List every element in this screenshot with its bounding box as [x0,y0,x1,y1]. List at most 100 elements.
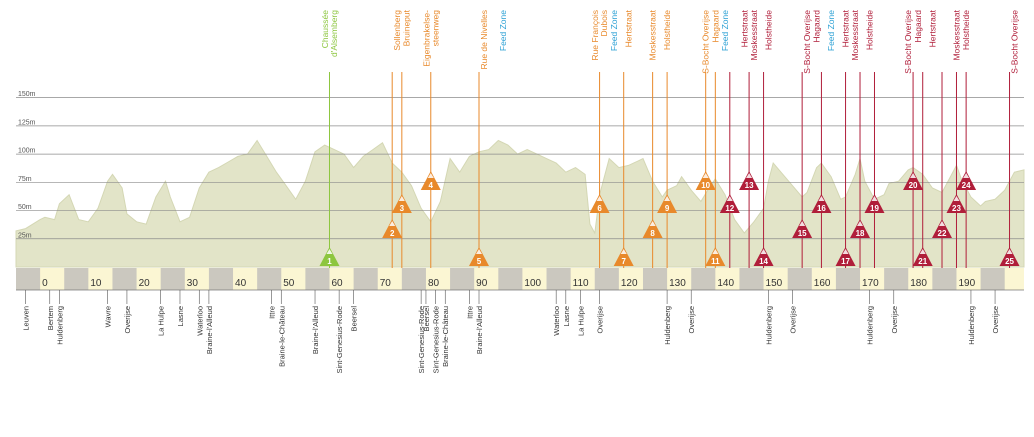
climb-markers: 1234567891011121314151617181920212223242… [319,171,1020,266]
climb-triangle [657,194,678,213]
climb-name-text: Sollenberg [392,10,402,51]
climb-name-text: Hagaard [812,10,822,43]
climb-name-label: Hertstraat [841,9,851,47]
climb-triangle [382,219,403,238]
climb-name-text: Rue François [590,10,600,61]
climb-name-label: Moskesstraat [850,9,860,60]
town-name: Sint-Genesius-Rode [335,306,344,374]
town-name: Ittre [268,306,277,319]
town-name: Overijse [596,306,605,334]
x-tick-label: 50 [283,278,295,289]
km-band-segment [932,268,957,290]
climb-number: 21 [918,257,927,266]
climb-number: 7 [621,257,626,266]
climb-triangle [864,194,885,213]
climb-triangle [589,194,610,213]
climb-peak-icon [427,173,434,178]
x-tick-label: 30 [187,278,199,289]
climb-number: 11 [711,257,720,266]
climb-triangle [956,171,977,190]
climb-peak-icon [963,173,970,178]
town-label: Braine-le-Château [441,306,450,367]
climb-peak-icon [389,221,396,226]
town-name: Leuven [22,306,31,331]
town-label: Sint-Genesius-Rode [417,306,426,374]
climb-name-label: Rue de Nivelles [479,10,489,70]
km-axis-band: 0 10 20 30 40 50 60 70 80 90 100 110 120 130 140 150 160… [16,268,1024,291]
climb-number: 10 [701,181,710,190]
km-band-segment [16,268,41,290]
town-label: Braine-le-Château [277,306,286,367]
town-label: Beersel [350,306,359,332]
town-name: Overijse [890,306,899,334]
climb-peak-icon [842,249,849,254]
climb-name-label: S-Bocht Overijse [903,10,913,74]
climb-triangle [903,171,924,190]
climb-triangle [739,171,760,190]
climb-name-labels: Chaussée d'Alsemberg Sollenberg Bruineput Ei… [320,9,1019,73]
climb-number: 2 [390,229,395,238]
climb-peak-icon [1006,249,1013,254]
town-label: Bertem [46,306,55,330]
climb-name-label: Holstheide [763,10,773,50]
town-name: Waterloo [195,306,204,336]
town-name: Sint-Genesius-Rode [417,306,426,374]
town-label: Overijse [687,306,696,334]
km-band-segment [546,268,571,290]
climb-triangle [695,171,716,190]
climb-name-text: Rue de Nivelles [479,10,489,70]
climb-name-label: S-Bocht Overijse [802,10,812,74]
town-name: Huldenberg [55,306,64,345]
x-tick-label: 100 [524,278,541,289]
town-name: Bertem [46,306,55,330]
town-name: Braine-l'Alleud [475,306,484,354]
town-label: Leuven [22,306,31,331]
climb-peak-icon [649,221,656,226]
climb-peak-icon [910,173,917,178]
climb-name-label: Moskesstraat [648,9,658,60]
climb-number: 17 [841,257,850,266]
climb-name-text: Hertstraat [927,9,937,47]
y-tick-label: 100m [18,148,36,155]
x-tick-label: 80 [428,278,440,289]
climb-name-label: Feed Zone [720,10,730,51]
town-name: Beersel [422,306,431,332]
town-name: Braine-le-Château [277,306,286,367]
climb-name-text: Feed Zone [609,10,619,51]
town-label: Lasne [176,306,185,326]
climb-triangle [719,194,740,213]
town-label: Braine-l'Alleud [205,306,214,354]
climb-name-label: S-Bocht Overijse [701,10,711,74]
climb-name-label: Hagaard [710,10,720,43]
climb-name-text: Holstheide [865,10,875,50]
climb-name-label: Feed Zone [826,10,836,51]
town-label: Overijse [890,306,899,334]
x-tick-label: 40 [235,278,247,289]
km-band-segment [739,268,764,290]
climb-peak-icon [857,221,864,226]
climb-name-label: Hertstraat [739,9,749,47]
climb-name-label: Feed Zone [498,10,508,51]
climb-triangle [850,219,871,238]
town-labels: Leuven Bertem Huldenberg Wavre Overijse La Hu… [22,290,1000,374]
town-name: Waterloo [552,306,561,336]
climb-number: 25 [1005,257,1014,266]
climb-number: 18 [856,229,865,238]
climb-peak-icon [726,196,733,201]
km-band-segment [450,268,475,290]
y-tick-label: 125m [18,119,36,126]
climb-name-text: Holstheide [961,10,971,50]
climb-name-label: Hagaard [812,10,822,43]
climb-name-text: Moskesstraat [850,9,860,60]
climb-number: 19 [870,204,879,213]
climb-peak-icon [760,249,767,254]
climb-name-text: S-Bocht Overijse [701,10,711,74]
climb-number: 3 [400,204,405,213]
km-band-segment [835,268,861,290]
climb-peak-icon [326,249,333,254]
climb-triangle [705,247,726,266]
town-name: La Hulpe [576,306,585,336]
climb-name-text: steenweg [430,10,440,47]
climb-name-text: Moskesstraat [749,9,759,60]
